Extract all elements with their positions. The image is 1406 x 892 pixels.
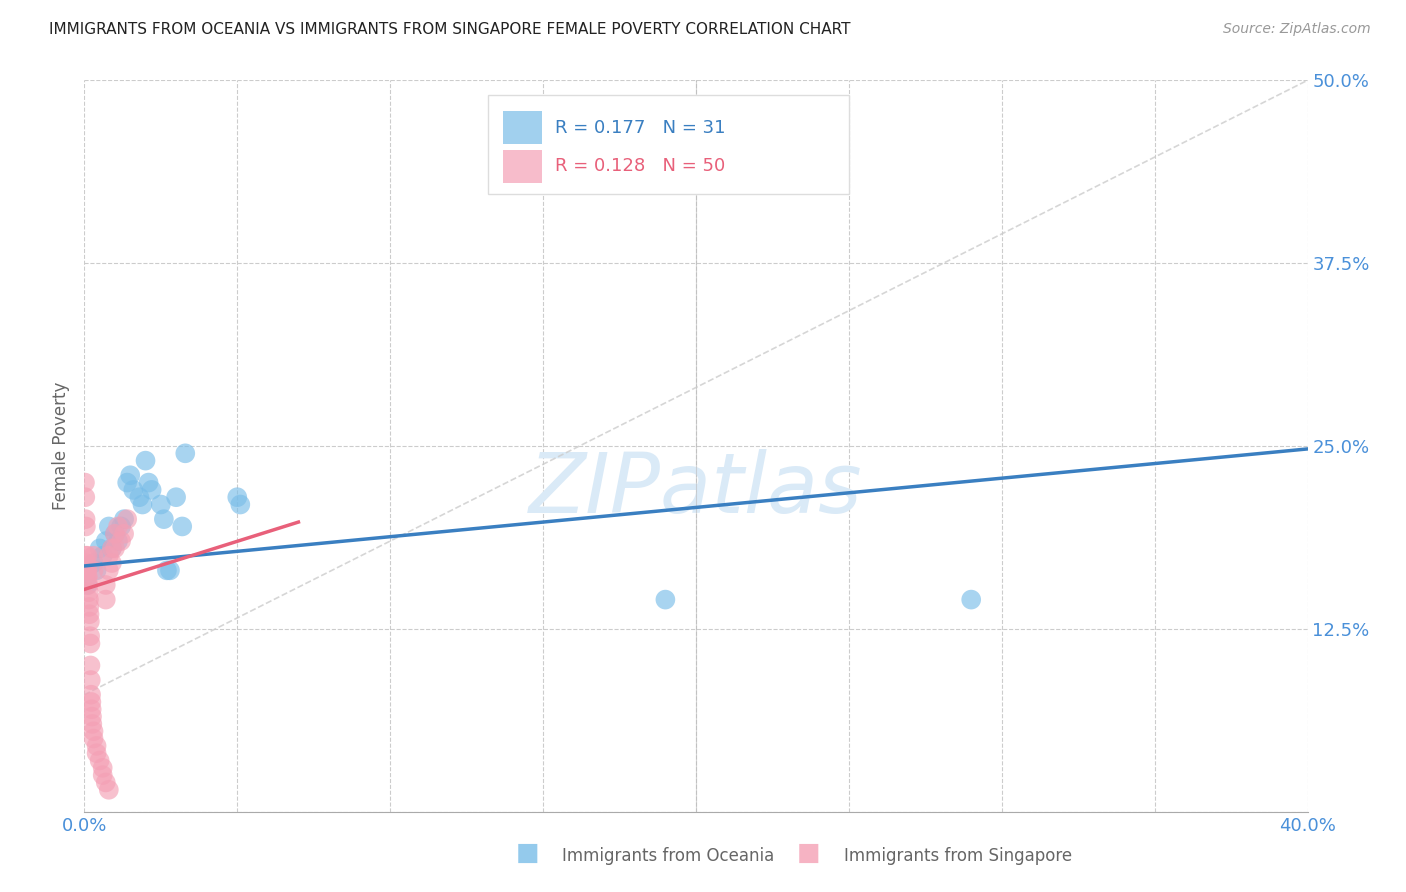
Point [89,754,111,768]
Point [97,549,120,563]
Text: Source: ZipAtlas.com: Source: ZipAtlas.com [1223,22,1371,37]
Point [80,695,103,709]
Point [76,563,98,577]
FancyBboxPatch shape [503,150,541,183]
Point [94,592,117,607]
Point [112,526,135,541]
Point [135,453,157,467]
Point [122,483,145,497]
Point [104,541,127,556]
Point [86,563,108,577]
Point [120,468,142,483]
Point [104,526,127,541]
Point [83,563,105,577]
Point [107,519,129,533]
Point [107,534,129,549]
Point [75,512,97,526]
Point [149,498,172,512]
Text: R = 0.128   N = 50: R = 0.128 N = 50 [555,157,725,175]
Text: ■: ■ [797,841,820,865]
Point [91,768,114,782]
Point [97,563,120,577]
Point [97,519,120,533]
Point [79,629,101,643]
Point [97,782,120,797]
Point [73,475,96,490]
Point [75,556,97,570]
Point [165,490,187,504]
Point [77,585,100,599]
FancyBboxPatch shape [503,111,541,144]
Point [80,709,103,723]
Point [79,607,101,622]
Point [76,571,98,585]
Point [83,724,105,739]
Point [141,483,163,497]
Point [75,490,97,504]
Point [79,658,101,673]
Point [138,475,160,490]
Text: Immigrants from Singapore: Immigrants from Singapore [844,847,1071,865]
Point [159,563,181,577]
Point [115,512,138,526]
Point [94,534,117,549]
Text: Immigrants from Oceania: Immigrants from Oceania [562,847,775,865]
Point [104,526,127,541]
Text: IMMIGRANTS FROM OCEANIA VS IMMIGRANTS FROM SINGAPORE FEMALE POVERTY CORRELATION : IMMIGRANTS FROM OCEANIA VS IMMIGRANTS FR… [49,22,851,37]
Point [82,717,104,731]
Point [76,578,98,592]
Point [75,549,97,563]
Point [226,490,249,504]
Point [76,563,98,577]
Point [654,592,676,607]
Point [101,556,124,570]
Point [77,571,100,585]
Point [101,541,124,556]
Text: ■: ■ [516,841,538,865]
Point [131,498,153,512]
Point [79,615,101,629]
Point [80,702,103,716]
Point [91,549,114,563]
Point [174,446,197,460]
Point [77,599,100,614]
FancyBboxPatch shape [488,95,849,194]
Point [110,534,132,549]
Point [75,519,97,533]
Point [101,541,124,556]
Point [128,490,150,504]
Point [86,739,108,753]
Point [153,512,176,526]
Text: ZIPatlas: ZIPatlas [529,450,863,531]
Point [112,512,135,526]
Point [77,578,100,592]
Point [115,475,138,490]
Point [77,592,100,607]
Text: R = 0.177   N = 31: R = 0.177 N = 31 [555,119,725,136]
Point [229,498,252,512]
Point [91,761,114,775]
Point [83,549,105,563]
Point [76,563,98,577]
Point [79,636,101,650]
Point [83,556,105,570]
Point [94,578,117,592]
Point [110,519,132,533]
Point [86,746,108,760]
Point [172,519,194,533]
Point [156,563,179,577]
Y-axis label: Female Poverty: Female Poverty [52,382,70,510]
Point [76,549,98,563]
Point [960,592,983,607]
Point [94,775,117,789]
Point [80,673,103,687]
Point [83,731,105,746]
Point [89,541,111,556]
Point [80,688,103,702]
